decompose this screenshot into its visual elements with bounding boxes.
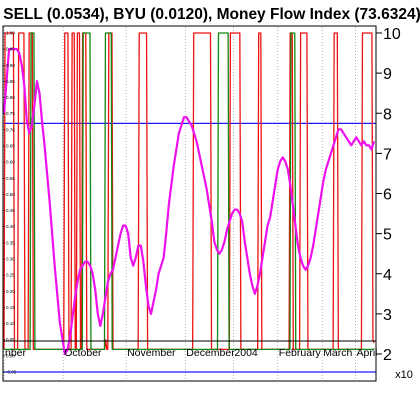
x-tick-label-5: February	[279, 347, 322, 359]
plot-frame	[2, 25, 377, 382]
x-tick-label-0: nber	[5, 347, 27, 359]
left-tick-label-3: 0.85	[6, 79, 15, 84]
series-layer	[2, 32, 376, 356]
series-line-byu	[4, 32, 374, 351]
right-axis-multiplier: x10	[395, 369, 413, 381]
x-tick-label-2: November	[127, 347, 176, 359]
chart-title: SELL (0.0534), BYU (0.0120), Money Flow …	[3, 6, 420, 23]
series-line-money-flow-index	[2, 47, 376, 356]
left-tick-label-4: 0.80	[6, 95, 15, 100]
left-tick-label-13: 0.35	[6, 240, 15, 245]
right-tick-label-7: 3	[383, 307, 392, 324]
left-tick-label-16: 0.20	[6, 289, 15, 294]
right-tick-label-0: 10	[383, 26, 401, 43]
left-tick-label-10: 0.50	[6, 192, 15, 197]
left-axis-ticks: 1.00 0.95 0.90 0.85 0.80 0.75 0.70 0.65 0.60 0.55…	[3, 31, 17, 375]
left-tick-label-17: 0.15	[6, 305, 15, 310]
left-tick-label-12: 0.40	[6, 224, 15, 229]
left-tick-label-21: -0.05	[6, 370, 17, 375]
x-tick-label-7: April	[357, 347, 378, 359]
right-tick-label-6: 4	[383, 267, 392, 284]
right-tick-label-1: 9	[383, 66, 392, 83]
left-tick-label-2: 0.90	[6, 63, 15, 68]
x-tick-label-1: October	[64, 347, 102, 359]
left-tick-label-8: 0.60	[6, 160, 15, 165]
left-tick-label-20: 0.00	[6, 353, 15, 358]
left-tick-label-9: 0.55	[6, 176, 15, 181]
left-tick-label-19: 0.05	[6, 337, 15, 342]
right-axis-ticks: 10 9 8 7 6 5 4 3 2	[376, 26, 401, 364]
left-tick-label-6: 0.70	[6, 127, 15, 132]
right-tick-label-3: 7	[383, 146, 392, 163]
x-tick-label-6: March	[323, 347, 352, 359]
left-tick-label-18: 0.10	[6, 321, 15, 326]
left-tick-label-14: 0.30	[6, 257, 15, 262]
x-axis-labels: nber October November December 2004 February M…	[5, 347, 378, 359]
left-tick-label-0: 1.00	[6, 31, 15, 36]
right-tick-label-4: 6	[383, 187, 392, 204]
right-tick-label-8: 2	[383, 347, 392, 364]
left-tick-label-7: 0.65	[6, 144, 15, 149]
x-tick-label-4: 2004	[234, 347, 258, 359]
left-tick-label-15: 0.25	[6, 273, 15, 278]
x-tick-label-3: December	[186, 347, 235, 359]
right-tick-label-5: 5	[383, 227, 392, 244]
left-tick-label-11: 0.45	[6, 208, 15, 213]
right-tick-label-2: 8	[383, 106, 392, 123]
left-tick-label-1: 0.95	[6, 47, 15, 52]
left-tick-label-5: 0.75	[6, 111, 15, 116]
